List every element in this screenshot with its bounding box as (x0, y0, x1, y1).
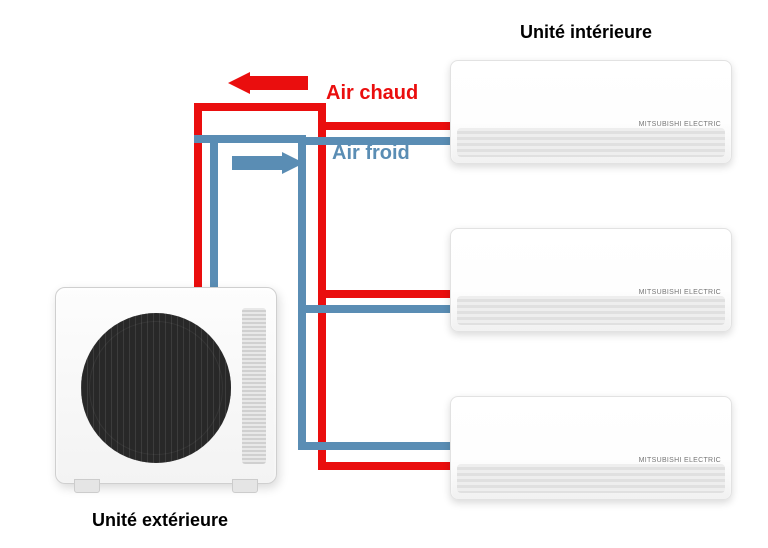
pipe-cold (298, 305, 452, 313)
indoor-brand-label: MITSUBISHI ELECTRIC (639, 289, 721, 296)
indoor-unit: MITSUBISHI ELECTRIC (450, 60, 732, 164)
pipe-cold (210, 135, 218, 290)
pipe-hot (318, 103, 326, 470)
label-indoor-unit-title: Unité intérieure (520, 22, 652, 43)
pipe-cold (298, 442, 452, 450)
pipe-hot (318, 462, 452, 470)
outdoor-fan-icon (81, 313, 231, 463)
indoor-brand-label: MITSUBISHI ELECTRIC (639, 457, 721, 464)
diagram-stage: Unité intérieure Unité extérieure Air ch… (0, 0, 768, 548)
indoor-unit: MITSUBISHI ELECTRIC (450, 396, 732, 500)
pipe-cold (298, 135, 306, 450)
outdoor-vent-icon (242, 308, 266, 464)
pipe-hot (194, 103, 318, 111)
indoor-brand-label: MITSUBISHI ELECTRIC (639, 121, 721, 128)
pipe-hot (318, 122, 452, 130)
label-air-cold: Air froid (332, 142, 410, 165)
label-air-hot: Air chaud (326, 82, 418, 105)
pipe-hot (194, 103, 202, 290)
outdoor-unit (55, 287, 277, 484)
label-outdoor-unit-title: Unité extérieure (92, 510, 228, 531)
pipe-hot (318, 290, 452, 298)
indoor-unit: MITSUBISHI ELECTRIC (450, 228, 732, 332)
